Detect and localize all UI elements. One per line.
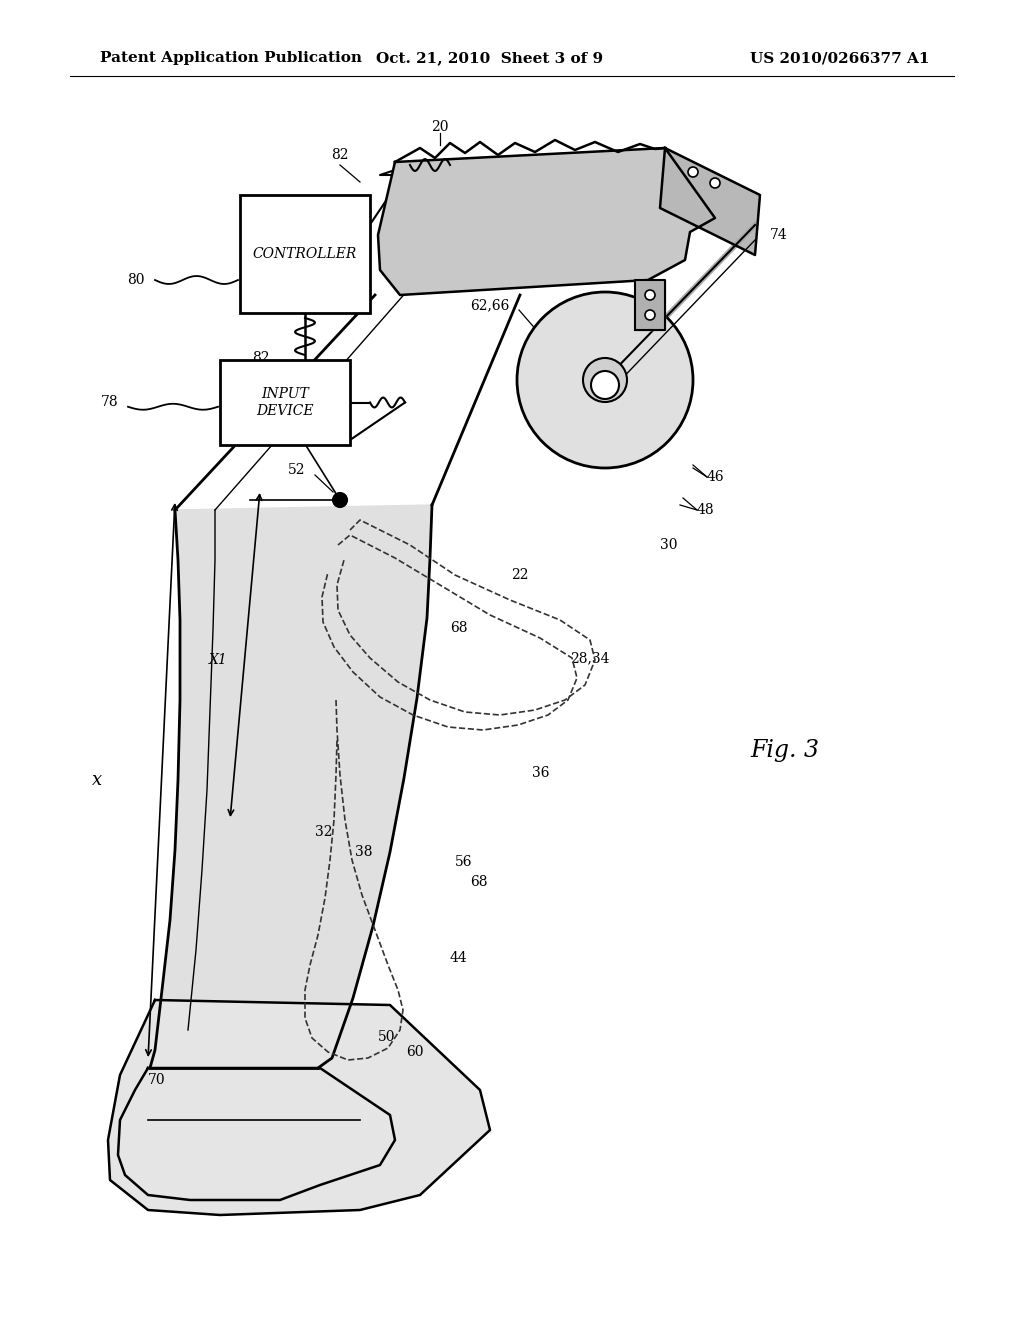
Polygon shape — [150, 506, 432, 1068]
Text: CONTROLLER: CONTROLLER — [253, 247, 357, 261]
Circle shape — [645, 290, 655, 300]
Bar — [220, 360, 350, 445]
Text: 38: 38 — [355, 845, 373, 859]
Polygon shape — [660, 148, 760, 255]
Text: INPUT
DEVICE: INPUT DEVICE — [256, 387, 313, 418]
Circle shape — [710, 178, 720, 187]
Bar — [240, 195, 370, 313]
Text: 28,34: 28,34 — [570, 651, 609, 665]
Text: 80: 80 — [128, 273, 145, 286]
Text: 78: 78 — [100, 395, 118, 409]
Text: 82: 82 — [331, 148, 349, 162]
Text: 30: 30 — [660, 539, 678, 552]
Text: 36: 36 — [532, 766, 550, 780]
Text: US 2010/0266377 A1: US 2010/0266377 A1 — [751, 51, 930, 65]
Text: Fig. 3: Fig. 3 — [750, 738, 819, 762]
Text: 68: 68 — [450, 620, 468, 635]
Text: 82: 82 — [252, 351, 269, 366]
Text: 50: 50 — [378, 1030, 395, 1044]
Text: x: x — [92, 771, 102, 789]
Polygon shape — [378, 148, 715, 294]
Text: 68: 68 — [470, 875, 487, 888]
Text: 60: 60 — [407, 1045, 424, 1059]
Text: 48: 48 — [697, 503, 715, 517]
Circle shape — [688, 168, 698, 177]
Circle shape — [333, 492, 347, 507]
Text: Patent Application Publication: Patent Application Publication — [100, 51, 362, 65]
Polygon shape — [118, 1068, 395, 1200]
Circle shape — [591, 371, 618, 399]
Polygon shape — [635, 280, 665, 330]
Circle shape — [583, 358, 627, 403]
Text: 44: 44 — [450, 950, 467, 965]
Circle shape — [645, 310, 655, 319]
Circle shape — [517, 292, 693, 469]
Text: 32: 32 — [314, 825, 332, 840]
Text: 74: 74 — [770, 228, 787, 242]
Text: 20: 20 — [431, 120, 449, 135]
Circle shape — [597, 372, 613, 388]
Polygon shape — [108, 1001, 490, 1214]
Text: 70: 70 — [148, 1073, 166, 1086]
Text: Oct. 21, 2010  Sheet 3 of 9: Oct. 21, 2010 Sheet 3 of 9 — [377, 51, 603, 65]
Text: X1: X1 — [209, 653, 228, 667]
Text: 56: 56 — [455, 855, 472, 869]
Text: 46: 46 — [707, 470, 725, 484]
Text: 52: 52 — [288, 463, 305, 477]
Text: 62,66: 62,66 — [470, 298, 510, 312]
Text: 22: 22 — [511, 568, 528, 582]
